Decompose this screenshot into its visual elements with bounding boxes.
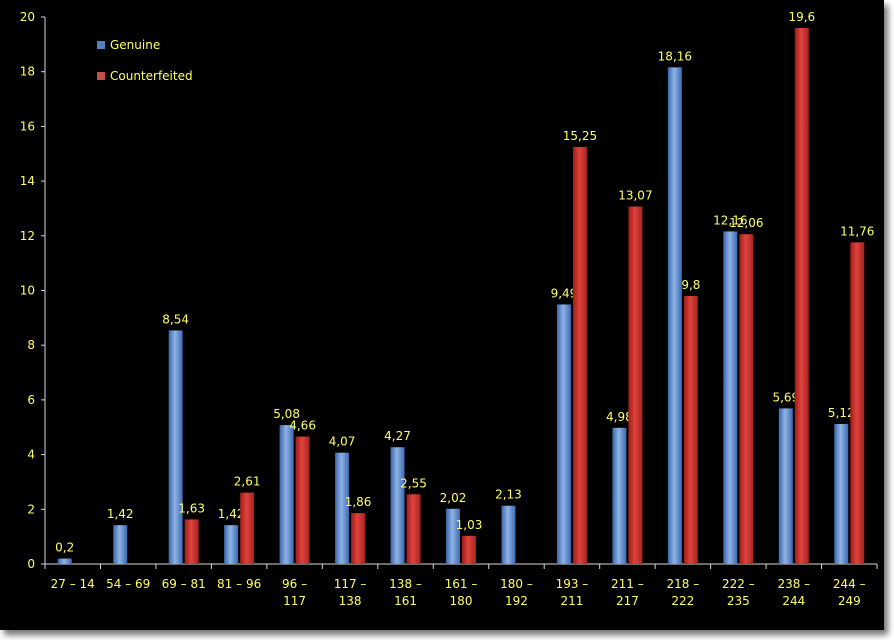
data-label-genuine: 8,54 (162, 312, 189, 326)
x-tick-label: 138 (339, 594, 362, 608)
bar-genuine (279, 425, 294, 564)
x-tick-label: 81 – 96 (217, 577, 261, 591)
bar-genuine (667, 67, 682, 564)
x-tick-label: 192 (505, 594, 528, 608)
x-tick-label: 217 (616, 594, 639, 608)
y-tick-label: 8 (27, 338, 35, 352)
bar-counterfeited (295, 436, 310, 564)
x-tick-label: 238 – (777, 577, 810, 591)
x-tick-label: 54 – 69 (106, 577, 150, 591)
legend-label-genuine: Genuine (110, 38, 160, 52)
x-tick-label: 222 (671, 594, 694, 608)
bar-counterfeited (462, 535, 476, 564)
bar-genuine (57, 558, 72, 564)
bar-counterfeited (351, 513, 366, 564)
data-label-counterfeited: 9,8 (681, 278, 700, 292)
x-tick-label: 180 (450, 594, 473, 608)
x-tick-label: 69 – 81 (162, 577, 206, 591)
bar-counterfeited (406, 494, 421, 564)
x-tick-label: 211 – (611, 577, 644, 591)
y-tick-label: 6 (27, 393, 35, 407)
y-tick-label: 0 (27, 557, 35, 571)
bar-genuine (113, 525, 128, 564)
x-tick-label: 161 – (445, 577, 478, 591)
chart-frame: 0 2 4 6 8 10 12 14 16 18 20 27 – 14 54 – 69 69 – 81 81… (0, 0, 884, 630)
bar-counterfeited (240, 492, 255, 564)
bar-counterfeited (628, 206, 643, 564)
bar-genuine (390, 447, 405, 564)
x-tick-label: 218 – (667, 577, 700, 591)
data-label-genuine: 5,08 (273, 407, 300, 421)
x-tick-label: 222 – (722, 577, 755, 591)
bar-genuine (778, 408, 793, 564)
x-tick-label: 27 – 14 (51, 577, 95, 591)
x-tick-label: 161 (394, 594, 417, 608)
bar-genuine (501, 505, 516, 564)
x-tick-label: 193 – (556, 577, 589, 591)
x-tick-label: 244 – (833, 577, 866, 591)
bar-genuine (168, 330, 183, 564)
x-tick-label: 211 (560, 594, 583, 608)
data-label-counterfeited: 11,76 (840, 224, 874, 238)
data-label-counterfeited: 2,61 (234, 475, 261, 489)
y-tick-label: 16 (20, 119, 35, 133)
bar-genuine (556, 304, 571, 564)
data-label-genuine: 4,07 (329, 435, 356, 449)
data-label-genuine: 9,49 (551, 286, 578, 300)
data-label-counterfeited: 2,55 (400, 476, 427, 490)
data-label-counterfeited: 1,86 (345, 495, 372, 509)
bar-counterfeited (572, 146, 587, 564)
y-tick-label: 4 (27, 448, 35, 462)
y-tick-label: 14 (20, 174, 35, 188)
data-label-counterfeited: 13,07 (618, 189, 652, 203)
bar-genuine (335, 452, 350, 564)
bar-genuine (723, 231, 738, 564)
legend-swatch-counterfeited (97, 72, 105, 80)
y-tick-label: 10 (20, 284, 35, 298)
x-tick-label: 244 (782, 594, 805, 608)
bar-counterfeited (739, 234, 754, 564)
data-label-counterfeited: 19,6 (788, 10, 815, 24)
data-label-genuine: 4,98 (606, 410, 633, 424)
data-label-counterfeited: 4,66 (289, 419, 316, 433)
bar-chart: 0 2 4 6 8 10 12 14 16 18 20 27 – 14 54 – 69 69 – 81 81… (20, 10, 878, 608)
data-label-genuine: 1,42 (107, 507, 134, 521)
bar-genuine (224, 525, 239, 564)
data-label-counterfeited: 1,03 (456, 518, 483, 532)
data-label-counterfeited: 1,63 (178, 501, 205, 515)
bar-genuine (834, 423, 849, 564)
data-label-genuine: 5,12 (828, 406, 855, 420)
data-label-genuine: 2,13 (495, 488, 522, 502)
legend-label-counterfeited: Counterfeited (110, 69, 193, 83)
bar-counterfeited (794, 27, 809, 564)
bar-counterfeited (683, 295, 698, 564)
bar-genuine (446, 508, 460, 564)
bar-counterfeited (184, 519, 199, 564)
data-label-genuine: 2,02 (440, 491, 467, 505)
data-label-genuine: 12,16 (713, 213, 747, 227)
data-label-genuine: 18,16 (658, 49, 692, 63)
bar-genuine (612, 427, 627, 564)
bar-counterfeited (850, 242, 865, 564)
x-tick-label: 235 (727, 594, 750, 608)
data-label-genuine: 0,2 (55, 541, 74, 555)
y-tick-label: 20 (20, 10, 35, 24)
y-tick-label: 2 (27, 502, 35, 516)
y-tick-label: 12 (20, 229, 35, 243)
x-tick-label: 117 – (334, 577, 367, 591)
x-tick-label: 138 – (389, 577, 422, 591)
data-label-genuine: 5,69 (772, 390, 799, 404)
legend-swatch-genuine (97, 41, 105, 49)
data-label-counterfeited: 15,25 (563, 129, 597, 143)
data-label-counterfeited: 12,06 (729, 216, 763, 230)
data-label-genuine: 4,27 (384, 429, 411, 443)
data-label-genuine: 1,42 (218, 507, 245, 521)
x-tick-label: 249 (838, 594, 861, 608)
y-tick-label: 18 (20, 65, 35, 79)
x-tick-label: 117 (283, 594, 306, 608)
x-tick-label: 180 – (500, 577, 533, 591)
x-tick-label: 96 – (282, 577, 307, 591)
